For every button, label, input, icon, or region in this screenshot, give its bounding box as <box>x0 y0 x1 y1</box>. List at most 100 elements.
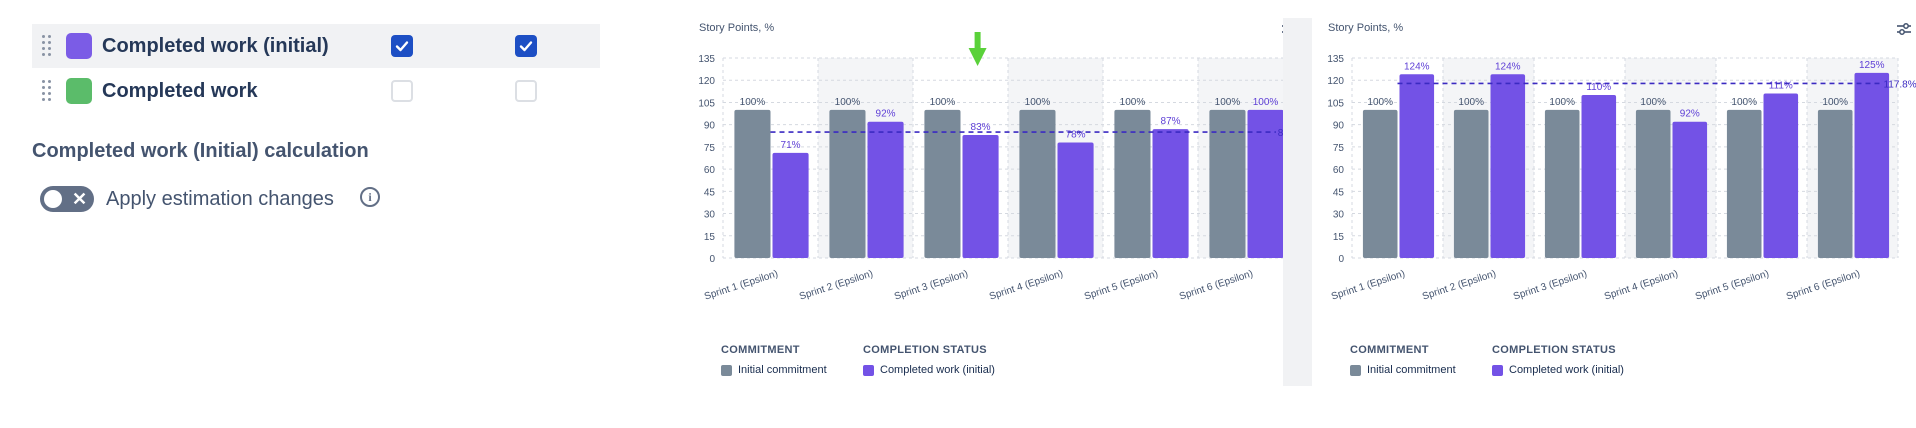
bar-completed-work-initial <box>1399 74 1435 258</box>
legend-swatch <box>863 364 874 376</box>
legend-swatch <box>1492 364 1503 376</box>
y-tick-label: 60 <box>1333 165 1345 176</box>
checkbox-row2-col2[interactable] <box>515 80 537 102</box>
bar-value-label: 100% <box>1367 97 1393 108</box>
bar-value-label: 100% <box>930 97 956 108</box>
bar-completed-work-initial <box>1057 142 1094 258</box>
metric-row-completed-work[interactable]: Completed work <box>32 69 600 113</box>
x-tick-label: Sprint 4 (Epsilon) <box>1603 268 1679 302</box>
legend-heading: COMMITMENT <box>1350 344 1429 356</box>
color-swatch[interactable] <box>66 33 92 59</box>
info-icon[interactable]: i <box>360 187 380 207</box>
bar-initial-commitment <box>924 109 961 258</box>
bar-initial-commitment <box>1817 109 1853 258</box>
bar-initial-commitment <box>1544 109 1580 258</box>
y-tick-label: 135 <box>1327 54 1344 65</box>
x-tick-label: Sprint 1 (Epsilon) <box>703 268 779 302</box>
checkbox-row2-col1[interactable] <box>391 80 413 102</box>
x-tick-label: Sprint 4 (Epsilon) <box>988 268 1064 302</box>
bar-completed-work-initial <box>1672 121 1708 258</box>
metric-settings-panel: Completed work (initial) Completed work … <box>0 0 640 428</box>
bar-completed-work-initial <box>962 135 999 258</box>
x-tick-label: Sprint 6 (Epsilon) <box>1178 268 1254 302</box>
legend-completion-status: COMPLETION STATUS Completed work (initia… <box>863 344 995 376</box>
metric-row-completed-work-initial[interactable]: Completed work (initial) <box>32 24 600 68</box>
legend-item-completed-work-initial[interactable]: Completed work (initial) <box>1492 364 1624 376</box>
legend-item-completed-work-initial[interactable]: Completed work (initial) <box>863 364 995 376</box>
bar-value-label: 100% <box>1253 97 1279 108</box>
y-tick-label: 45 <box>1333 187 1345 198</box>
bar-value-label: 100% <box>1025 97 1051 108</box>
bar-initial-commitment <box>1362 109 1398 258</box>
chart-panel-right: Story Points, % 0 15 30 45 60 75 90 105 120 135 10… <box>1312 14 1916 394</box>
bar-value-label: 100% <box>835 97 861 108</box>
bar-completed-work-initial <box>1763 93 1799 258</box>
y-tick-label: 105 <box>1327 98 1344 109</box>
x-tick-label: Sprint 3 (Epsilon) <box>1512 268 1588 302</box>
chart-panel-left: Story Points, % 0 15 30 45 60 75 90 105 120 135 10… <box>683 14 1311 394</box>
legend-heading: COMPLETION STATUS <box>863 344 987 356</box>
y-tick-label: 75 <box>704 143 716 154</box>
bar-completed-work-initial <box>1581 95 1617 258</box>
x-tick-label: Sprint 5 (Epsilon) <box>1694 268 1770 302</box>
y-tick-label: 90 <box>704 121 716 132</box>
legend-item-initial-commitment[interactable]: Initial commitment <box>721 364 827 376</box>
bar-value-label: 87% <box>1161 116 1181 127</box>
color-swatch[interactable] <box>66 78 92 104</box>
checkbox-row1-col1[interactable] <box>391 35 413 57</box>
y-tick-label: 105 <box>698 98 715 109</box>
legend-heading: COMMITMENT <box>721 344 800 356</box>
bar-value-label: 125% <box>1859 60 1885 71</box>
calculation-section-title: Completed work (Initial) calculation <box>32 140 369 162</box>
legend-item-initial-commitment[interactable]: Initial commitment <box>1350 364 1456 376</box>
average-label: 117.8% <box>1883 79 1916 90</box>
legend-label: Initial commitment <box>1367 364 1456 376</box>
checkbox-row1-col2[interactable] <box>515 35 537 57</box>
bar-initial-commitment <box>1019 109 1056 258</box>
x-tick-label: Sprint 1 (Epsilon) <box>1330 268 1406 302</box>
checkmark-icon <box>519 41 533 52</box>
legend-swatch <box>721 364 732 376</box>
bar-completed-work-initial <box>1152 129 1189 258</box>
y-tick-label: 60 <box>704 165 716 176</box>
bar-value-label: 100% <box>1215 97 1241 108</box>
bar-value-label: 100% <box>1822 97 1848 108</box>
bar-value-label: 92% <box>876 109 896 120</box>
bar-initial-commitment <box>1453 109 1489 258</box>
y-axis-unit-label: Story Points, % <box>699 22 775 34</box>
x-tick-label: Sprint 3 (Epsilon) <box>893 268 969 302</box>
y-tick-label: 90 <box>1333 121 1345 132</box>
legend-commitment: COMMITMENT Initial commitment <box>1350 344 1456 376</box>
bar-initial-commitment <box>734 109 771 258</box>
y-tick-label: 120 <box>1327 76 1344 87</box>
bar-value-label: 100% <box>1120 97 1146 108</box>
y-tick-label: 120 <box>698 76 715 87</box>
bar-value-label: 124% <box>1495 61 1521 72</box>
bar-value-label: 100% <box>1458 97 1484 108</box>
annotation-arrow-icon <box>968 48 987 66</box>
bar-value-label: 124% <box>1404 61 1430 72</box>
x-tick-label: Sprint 2 (Epsilon) <box>798 268 874 302</box>
bar-value-label: 100% <box>740 97 766 108</box>
y-tick-label: 0 <box>709 254 715 265</box>
annotation-arrow-shaft <box>974 32 981 50</box>
drag-handle-icon[interactable] <box>42 78 56 104</box>
y-tick-label: 45 <box>704 187 716 198</box>
legend-label: Completed work (initial) <box>880 364 995 376</box>
y-axis-unit-label: Story Points, % <box>1328 22 1404 34</box>
panel-divider <box>1283 18 1313 386</box>
bar-value-label: 83% <box>971 122 991 133</box>
legend-swatch <box>1350 364 1361 376</box>
bar-completed-work-initial <box>867 121 904 258</box>
x-tick-label: Sprint 2 (Epsilon) <box>1421 268 1497 302</box>
drag-handle-icon[interactable] <box>42 33 56 59</box>
legend-heading: COMPLETION STATUS <box>1492 344 1616 356</box>
settings-sliders-icon[interactable] <box>1896 22 1912 36</box>
bar-value-label: 92% <box>1680 109 1700 120</box>
checkmark-icon <box>395 41 409 52</box>
y-tick-label: 0 <box>1338 254 1344 265</box>
toggle-label: Apply estimation changes <box>106 188 334 210</box>
apply-estimation-toggle[interactable]: ✕ <box>40 186 94 212</box>
legend-completion-status: COMPLETION STATUS Completed work (initia… <box>1492 344 1624 376</box>
bar-completed-work-initial <box>1247 109 1284 258</box>
